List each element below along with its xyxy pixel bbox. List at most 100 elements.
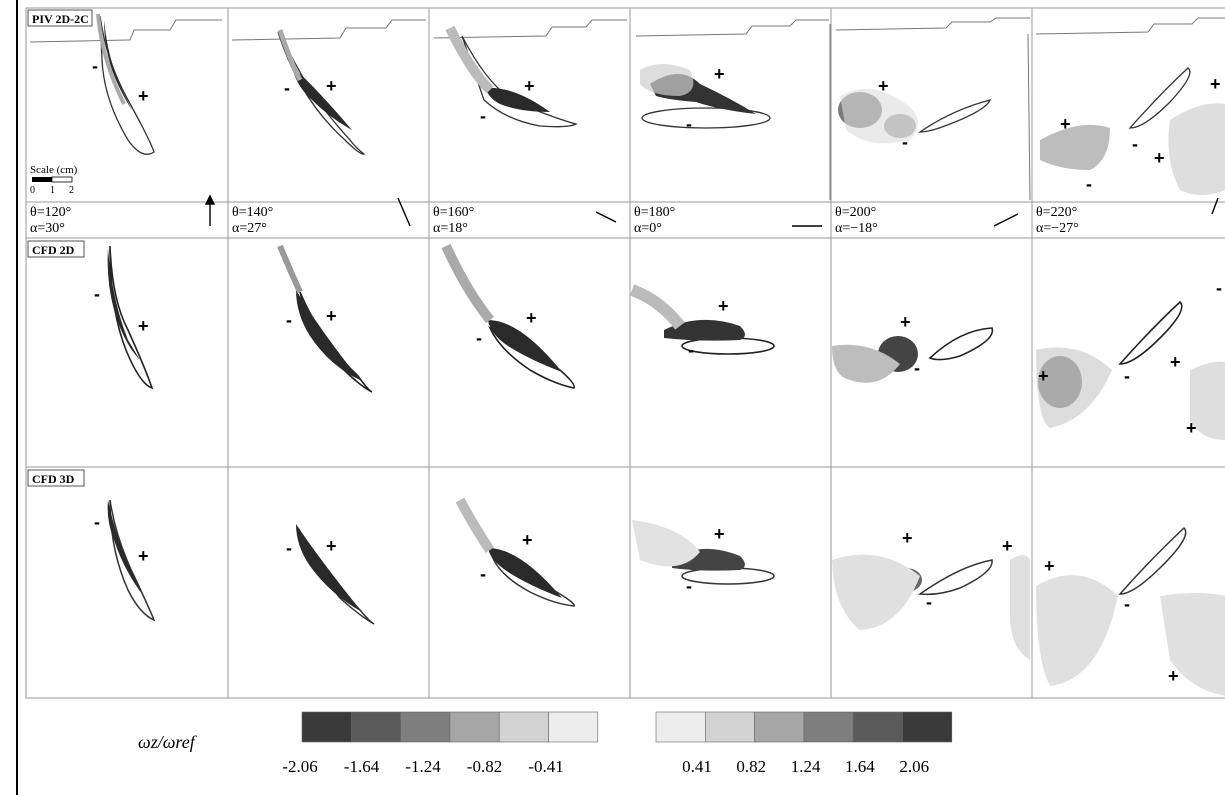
minus-sign: -	[94, 512, 100, 532]
panel-cfd2d-220	[1036, 300, 1225, 440]
panel-piv-140	[277, 29, 366, 155]
plus-sign: +	[1186, 418, 1197, 438]
row-tag-cfd2d: CFD 2D	[32, 243, 75, 257]
kinematic-arrows	[204, 194, 1219, 227]
minus-sign: -	[926, 592, 932, 612]
plus-sign: +	[524, 76, 535, 96]
colorbar-negative-tick: -0.82	[467, 757, 502, 776]
plus-sign: +	[1170, 352, 1181, 372]
colorbar-negative-tick: -1.24	[405, 757, 441, 776]
minus-sign: -	[688, 340, 694, 360]
minus-sign: -	[480, 106, 486, 126]
theta-label: θ=160°	[433, 205, 474, 220]
colorbar-negative-ticks: -2.06 -1.64 -1.24 -0.82 -0.41	[282, 757, 563, 776]
panel-cfd2d-140	[277, 244, 373, 393]
plus-sign: +	[1002, 536, 1013, 556]
plus-sign: +	[1154, 148, 1165, 168]
scale-title: Scale (cm)	[30, 164, 78, 176]
colorbar-positive-tick: 2.06	[899, 757, 929, 776]
theta-label: θ=200°	[835, 205, 876, 220]
colorbar-negative-segment	[548, 711, 599, 743]
colorbar-positive-segment	[902, 711, 953, 743]
scale-bar: Scale (cm) 0 1 2	[30, 164, 78, 196]
minus-sign: -	[286, 538, 292, 558]
panel-cfd3d-160	[455, 497, 575, 607]
panel-cfd3d-200	[832, 554, 1030, 660]
plus-sign: +	[326, 76, 337, 96]
minus-sign: -	[1124, 594, 1130, 614]
colorbar-negative-tick: -0.41	[528, 757, 563, 776]
plus-sign: +	[326, 306, 337, 326]
row-tag-piv: PIV 2D-2C	[32, 12, 89, 26]
panel-piv-180	[640, 64, 771, 129]
panel-piv-200	[838, 88, 992, 144]
theta-label: θ=120°	[30, 205, 71, 220]
colorbar-positive	[655, 711, 953, 743]
minus-sign: -	[94, 284, 100, 304]
colorbar-positive-segment	[852, 711, 903, 743]
panel-cfd3d-120	[107, 499, 156, 622]
alpha-label: α=−18°	[835, 221, 878, 236]
plus-sign: +	[1038, 366, 1049, 386]
colorbar-negative-segment	[350, 711, 401, 743]
colorbar-positive-segment	[803, 711, 854, 743]
plus-sign: +	[522, 530, 533, 550]
panel-cfd3d-180	[632, 520, 775, 585]
row-tag-cfd3d: CFD 3D	[32, 472, 75, 486]
theta-label: θ=180°	[634, 205, 675, 220]
plus-sign: +	[1044, 556, 1055, 576]
plus-sign: +	[1060, 114, 1071, 134]
plus-sign: +	[718, 296, 729, 316]
minus-sign: -	[284, 78, 290, 98]
colorbar-positive-tick: 0.82	[736, 757, 766, 776]
colorbar-positive-segment	[704, 711, 755, 743]
plus-sign: +	[1210, 74, 1221, 94]
colorbar-negative-tick: -2.06	[282, 757, 317, 776]
alpha-label: α=−27°	[1036, 221, 1079, 236]
colorbar-positive-tick: 0.41	[682, 757, 712, 776]
panel-grid	[25, 7, 1225, 699]
left-border-rule	[16, 0, 18, 795]
plus-sign: +	[326, 536, 337, 556]
colorbar-positive-tick: 1.64	[845, 757, 875, 776]
plus-sign: +	[900, 312, 911, 332]
minus-sign: -	[480, 564, 486, 584]
alpha-label: α=18°	[433, 221, 468, 236]
minus-sign: -	[1086, 174, 1092, 194]
scale-tick-0: 0	[30, 185, 35, 196]
minus-sign: -	[686, 576, 692, 596]
theta-label: θ=220°	[1036, 205, 1077, 220]
scale-tick-1: 1	[50, 185, 55, 196]
minus-sign: -	[686, 114, 692, 134]
colorbar-negative	[301, 711, 599, 743]
panel-cfd2d-180	[629, 284, 775, 355]
plus-sign: +	[526, 308, 537, 328]
plus-sign: +	[714, 64, 725, 84]
minus-sign: -	[92, 56, 98, 76]
minus-sign: -	[902, 132, 908, 152]
colorbar-positive-tick: 1.24	[791, 757, 821, 776]
minus-sign: -	[1124, 366, 1130, 386]
piv-mask-outlines	[29, 17, 1225, 201]
colorbar-positive-segment	[655, 711, 706, 743]
minus-sign: -	[1216, 278, 1222, 298]
panel-cfd2d-200	[832, 327, 994, 383]
plus-sign: +	[714, 524, 725, 544]
colorbar-negative-tick: -1.64	[344, 757, 380, 776]
angle-labels: θ=120° α=30° θ=140° α=27° θ=160° α=18° θ…	[30, 205, 1079, 236]
colorbar-negative-segment	[498, 711, 549, 743]
panel-cfd2d-160	[441, 243, 576, 389]
panel-piv-220	[1040, 67, 1225, 195]
plus-sign: +	[138, 546, 149, 566]
theta-label: θ=140°	[232, 205, 273, 220]
colorbar-positive-segment	[754, 711, 805, 743]
plus-sign: +	[902, 528, 913, 548]
colorbar-positive-ticks: 0.41 0.82 1.24 1.64 2.06	[682, 757, 929, 776]
plus-sign: +	[878, 76, 889, 96]
panel-piv-160	[445, 25, 578, 128]
colorbar-negative-segment	[400, 711, 451, 743]
panel-cfd2d-120	[107, 245, 154, 390]
alpha-label: α=30°	[30, 221, 65, 236]
panel-piv-120	[96, 13, 155, 155]
